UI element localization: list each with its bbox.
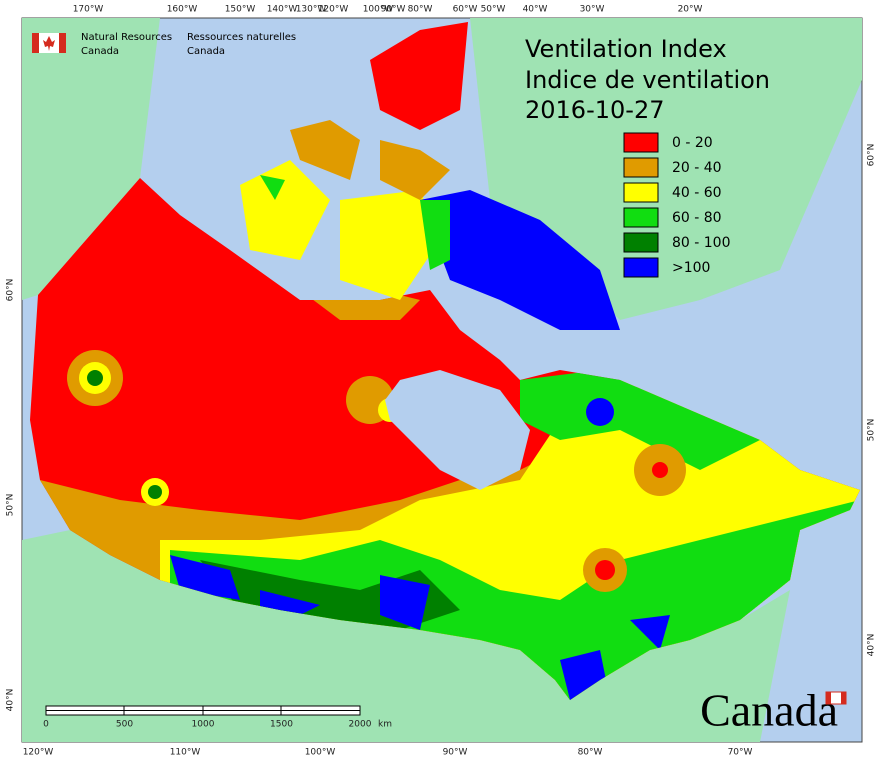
date: 2016-10-27 bbox=[525, 96, 664, 124]
ellesmere bbox=[370, 22, 468, 130]
agency-en: Natural Resources bbox=[81, 32, 172, 43]
graticule-label: 90°W bbox=[443, 748, 468, 758]
legend-label: >100 bbox=[672, 260, 710, 276]
graticule-label: 70°W bbox=[728, 748, 753, 758]
legend-swatch bbox=[623, 132, 659, 153]
baffin bbox=[420, 190, 620, 330]
country-en: Canada bbox=[81, 46, 119, 57]
title: Ventilation Index bbox=[525, 35, 727, 63]
graticule-label: 120°W bbox=[318, 5, 349, 15]
graticule-label: 60°N bbox=[6, 279, 16, 302]
island bbox=[260, 175, 285, 200]
graticule-label: 80°W bbox=[578, 748, 603, 758]
graticule-label: 110°W bbox=[170, 748, 201, 758]
legend-swatch bbox=[623, 157, 659, 178]
scale-bar bbox=[45, 705, 361, 716]
flag bbox=[32, 33, 39, 53]
wordmark-flag bbox=[841, 692, 846, 704]
usa bbox=[22, 530, 790, 742]
scale-label: 500 bbox=[116, 720, 133, 730]
legend-label: 80 - 100 bbox=[672, 235, 731, 251]
flag bbox=[59, 33, 66, 53]
graticule-label: 130°W bbox=[296, 5, 327, 15]
graticule-label: 40°N bbox=[6, 689, 16, 712]
legend-swatch bbox=[623, 257, 659, 278]
graticule-label: 20°W bbox=[678, 5, 703, 15]
alaska bbox=[22, 18, 160, 300]
baffin-west bbox=[420, 200, 450, 270]
agency-fr: Ressources naturelles bbox=[187, 32, 296, 43]
scale-label: 2000 bbox=[349, 720, 372, 730]
graticule-label: 60°W bbox=[453, 5, 478, 15]
island bbox=[380, 140, 450, 200]
graticule-label: 100°W bbox=[363, 5, 394, 15]
wordmark-flag bbox=[826, 692, 831, 704]
legend-swatch bbox=[623, 207, 659, 228]
scale-unit: km bbox=[378, 720, 392, 730]
scale-label: 1500 bbox=[270, 720, 293, 730]
graticule-label: 150°W bbox=[225, 5, 256, 15]
legend-label: 20 - 40 bbox=[672, 160, 722, 176]
legend-label: 40 - 60 bbox=[672, 185, 722, 201]
island bbox=[340, 190, 440, 300]
legend-label: 60 - 80 bbox=[672, 210, 722, 226]
scale-label: 0 bbox=[43, 720, 49, 730]
graticule-label: 170°W bbox=[73, 5, 104, 15]
title-fr: Indice de ventilation bbox=[525, 66, 770, 94]
graticule-label: 50°N bbox=[867, 419, 877, 442]
country-fr: Canada bbox=[187, 46, 225, 57]
island bbox=[240, 160, 330, 260]
graticule-label: 140°W bbox=[267, 5, 298, 15]
graticule-label: 160°W bbox=[167, 5, 198, 15]
graticule-label: 120°W bbox=[23, 748, 54, 758]
graticule-label: 40°N bbox=[867, 634, 877, 657]
graticule-label: 40°W bbox=[523, 5, 548, 15]
graticule-label: 90°W bbox=[381, 5, 406, 15]
graticule-label: 30°W bbox=[580, 5, 605, 15]
graticule-label: 60°N bbox=[867, 144, 877, 167]
scale-bar bbox=[46, 706, 360, 715]
graticule-label: 100°W bbox=[305, 748, 336, 758]
scale-label: 1000 bbox=[192, 720, 215, 730]
flag bbox=[43, 36, 55, 51]
legend-swatch bbox=[623, 182, 659, 203]
graticule-label: 80°W bbox=[408, 5, 433, 15]
legend-swatch bbox=[623, 232, 659, 253]
island bbox=[290, 120, 360, 180]
hudson-bay bbox=[385, 370, 530, 490]
legend-label: 0 - 20 bbox=[672, 135, 713, 151]
graticule-label: 50°W bbox=[481, 5, 506, 15]
graticule-label: 50°N bbox=[6, 494, 16, 517]
wordmark: Canada bbox=[700, 685, 838, 736]
header: Natural Resources Canada Ressources natu… bbox=[32, 32, 296, 57]
